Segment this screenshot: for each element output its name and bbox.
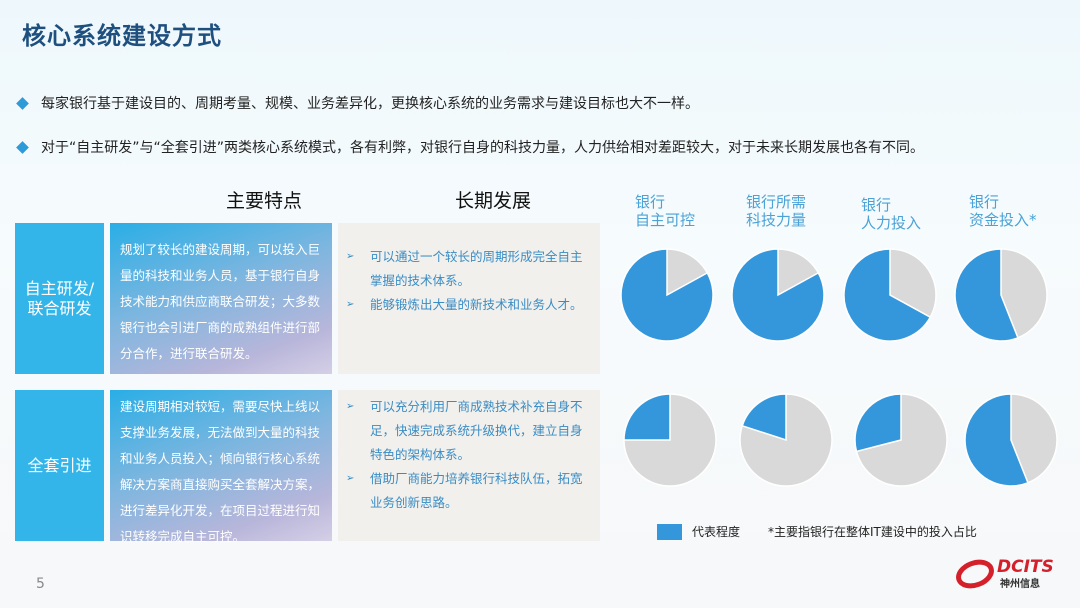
svg-text:神州信息: 神州信息 (1000, 577, 1040, 590)
features-full-import: 建设周期相对较短，需要尽快上线以支撑业务发展，无法做到大量的科技和业务人员投入；… (110, 390, 332, 544)
pie-header-line: 人力投入 (861, 214, 922, 232)
arrow-bullet-icon: ➢ (346, 401, 355, 412)
item-text: 可以充分利用厂商成熟技术补充自身不足，快速完成系统升级换代，建立自身特色的架构体… (370, 399, 583, 462)
development-item: ➢ 借助厂商能力培养银行科技队伍，拓宽业务创新思路。 (346, 467, 592, 515)
arrow-bullet-icon: ➢ (346, 251, 355, 262)
bullet-1: 每家银行基于建设目的、周期考量、规模、业务差异化，更换核心系统的业务需求与建设目… (16, 93, 699, 113)
arrow-bullet-icon: ➢ (346, 299, 355, 310)
row-label-self-developed: 自主研发/联合研发 (15, 223, 104, 374)
development-item: ➢ 能够锻炼出大量的新技术和业务人才。 (346, 293, 592, 317)
logo-icon: DCITS 神州信息 (956, 557, 1054, 590)
pie-slice-filled (741, 393, 787, 442)
pie (843, 248, 937, 342)
pie-header-tech: 银行所需 科技力量 (746, 193, 806, 229)
item-text: 借助厂商能力培养银行科技队伍，拓宽业务创新思路。 (370, 471, 583, 510)
development-full-import: ➢ 可以充分利用厂商成熟技术补充自身不足，快速完成系统升级换代，建立自身特色的架构… (338, 390, 600, 541)
bullet-2: 对于“自主研发”与“全套引进”两类核心系统模式，各有利弊，对银行自身的科技力量，… (16, 137, 925, 157)
legend-label: 代表程度 (692, 525, 741, 539)
pie-slice-filled (843, 248, 932, 342)
row-label-full-import: 全套引进 (15, 390, 104, 541)
pie-header-control: 银行 自主可控 (635, 193, 695, 229)
pie-header-line: 科技力量 (746, 211, 807, 229)
pie (954, 248, 1048, 342)
bullet-text: 每家银行基于建设目的、周期考量、规模、业务差异化，更换核心系统的业务需求与建设目… (41, 96, 699, 112)
pie-slice-filled (620, 248, 714, 342)
pie-header-line: 银行所需 (746, 193, 807, 211)
item-text: 能够锻炼出大量的新技术和业务人才。 (370, 297, 583, 312)
svg-text:DCITS: DCITS (997, 557, 1054, 577)
pie-header-funding: 银行 资金投入* (969, 193, 1037, 229)
pie (623, 393, 717, 487)
footnote: *主要指银行在整体IT建设中的投入占比 (768, 525, 977, 539)
pie (731, 248, 825, 342)
legend-swatch (657, 523, 682, 540)
pie-header-line: 银行 (635, 193, 666, 211)
pie-slice-filled (964, 393, 1029, 487)
item-text: 可以通过一个较长的周期形成完全自主掌握的技术体系。 (370, 249, 583, 288)
pie-header-staff: 银行 人力投入 (861, 196, 921, 232)
pie-slice-filled (954, 248, 1019, 342)
dcits-logo: DCITS 神州信息 (955, 552, 1065, 596)
pie-header-line: 资金投入* (969, 211, 1037, 229)
pie-slice-filled (731, 248, 825, 342)
pie (620, 248, 714, 342)
pie (964, 393, 1058, 487)
pie (854, 393, 948, 487)
pie-slice-filled (623, 393, 671, 441)
page-number: 5 (36, 576, 45, 592)
arrow-bullet-icon: ➢ (346, 473, 355, 484)
development-self-developed: ➢ 可以通过一个较长的周期形成完全自主掌握的技术体系。 ➢ 能够锻炼出大量的新技术和… (338, 223, 600, 374)
pie-header-line: 银行 (969, 193, 1000, 211)
pie-header-line: 自主可控 (635, 211, 696, 229)
development-item: ➢ 可以通过一个较长的周期形成完全自主掌握的技术体系。 (346, 245, 592, 293)
development-item: ➢ 可以充分利用厂商成熟技术补充自身不足，快速完成系统升级换代，建立自身特色的架构… (346, 395, 592, 467)
pie (739, 393, 833, 487)
pie-slice-filled (854, 393, 902, 453)
header-features: 主要特点 (226, 190, 303, 212)
features-self-developed: 规划了较长的建设周期，可以投入巨量的科技和业务人员，基于银行自身技术能力和供应商… (110, 223, 332, 374)
bullet-text: 对于“自主研发”与“全套引进”两类核心系统模式，各有利弊，对银行自身的科技力量，… (41, 140, 925, 156)
pie-header-line: 银行 (861, 196, 892, 214)
legend: 代表程度 *主要指银行在整体IT建设中的投入占比 (657, 523, 977, 540)
header-development: 长期发展 (455, 190, 532, 212)
page-title: 核心系统建设方式 (22, 22, 222, 50)
